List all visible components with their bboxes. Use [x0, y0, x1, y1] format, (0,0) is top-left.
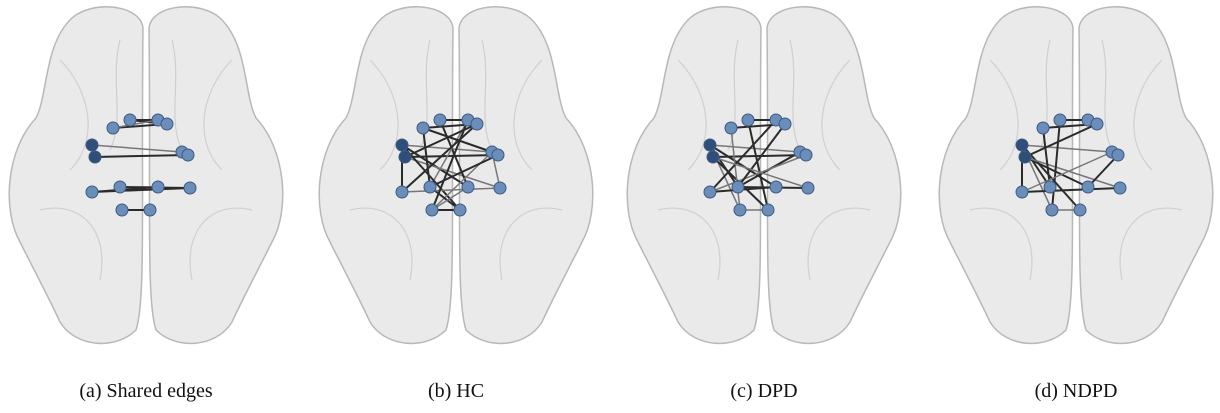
right-hemisphere	[459, 7, 593, 344]
node	[802, 182, 814, 194]
node	[86, 186, 98, 198]
node	[494, 182, 506, 194]
brain	[939, 7, 1213, 344]
node	[1016, 139, 1028, 151]
node	[1082, 181, 1094, 193]
caption: (d) NDPD	[1035, 380, 1118, 402]
right-hemisphere	[149, 7, 283, 344]
caption: (a) Shared edges	[79, 380, 212, 402]
node	[417, 122, 429, 134]
right-hemisphere	[767, 7, 901, 344]
panel: (a) Shared edges	[9, 7, 283, 402]
node	[800, 149, 812, 161]
node	[424, 181, 436, 193]
node	[779, 118, 791, 130]
panel: (d) NDPD	[939, 7, 1213, 402]
node	[426, 204, 438, 216]
node	[1046, 204, 1058, 216]
node	[1016, 186, 1028, 198]
node	[762, 204, 774, 216]
node	[396, 139, 408, 151]
node	[114, 181, 126, 193]
brain	[627, 7, 901, 344]
node	[1037, 122, 1049, 134]
brain	[9, 7, 283, 344]
left-hemisphere	[9, 7, 143, 344]
node	[704, 139, 716, 151]
node	[454, 204, 466, 216]
node	[1074, 204, 1086, 216]
node	[124, 114, 136, 126]
node	[1112, 149, 1124, 161]
node	[1044, 181, 1056, 193]
node	[492, 149, 504, 161]
node	[742, 114, 754, 126]
node	[462, 181, 474, 193]
panel: (c) DPD	[627, 7, 901, 402]
node	[734, 204, 746, 216]
node	[399, 151, 411, 163]
node	[89, 151, 101, 163]
node	[471, 118, 483, 130]
left-hemisphere	[319, 7, 453, 344]
node	[1019, 151, 1031, 163]
node	[107, 122, 119, 134]
node	[116, 204, 128, 216]
node	[184, 182, 196, 194]
node	[725, 122, 737, 134]
node	[707, 151, 719, 163]
node	[152, 181, 164, 193]
figure: (a) Shared edges (b) HC (c) DPD (d) NDPD	[0, 0, 1220, 413]
node	[161, 118, 173, 130]
caption: (b) HC	[428, 380, 484, 402]
panel: (b) HC	[319, 7, 593, 402]
node	[434, 114, 446, 126]
node	[770, 181, 782, 193]
page: (a) Shared edges(b) HC(c) DPD(d) NDPD ((…	[0, 0, 1220, 413]
node	[182, 149, 194, 161]
node	[732, 181, 744, 193]
node	[704, 186, 716, 198]
left-hemisphere	[939, 7, 1073, 344]
node	[1091, 118, 1103, 130]
node	[1054, 114, 1066, 126]
node	[396, 186, 408, 198]
caption: (c) DPD	[730, 380, 797, 402]
node	[86, 139, 98, 151]
node	[144, 204, 156, 216]
node	[1114, 182, 1126, 194]
left-hemisphere	[627, 7, 761, 344]
